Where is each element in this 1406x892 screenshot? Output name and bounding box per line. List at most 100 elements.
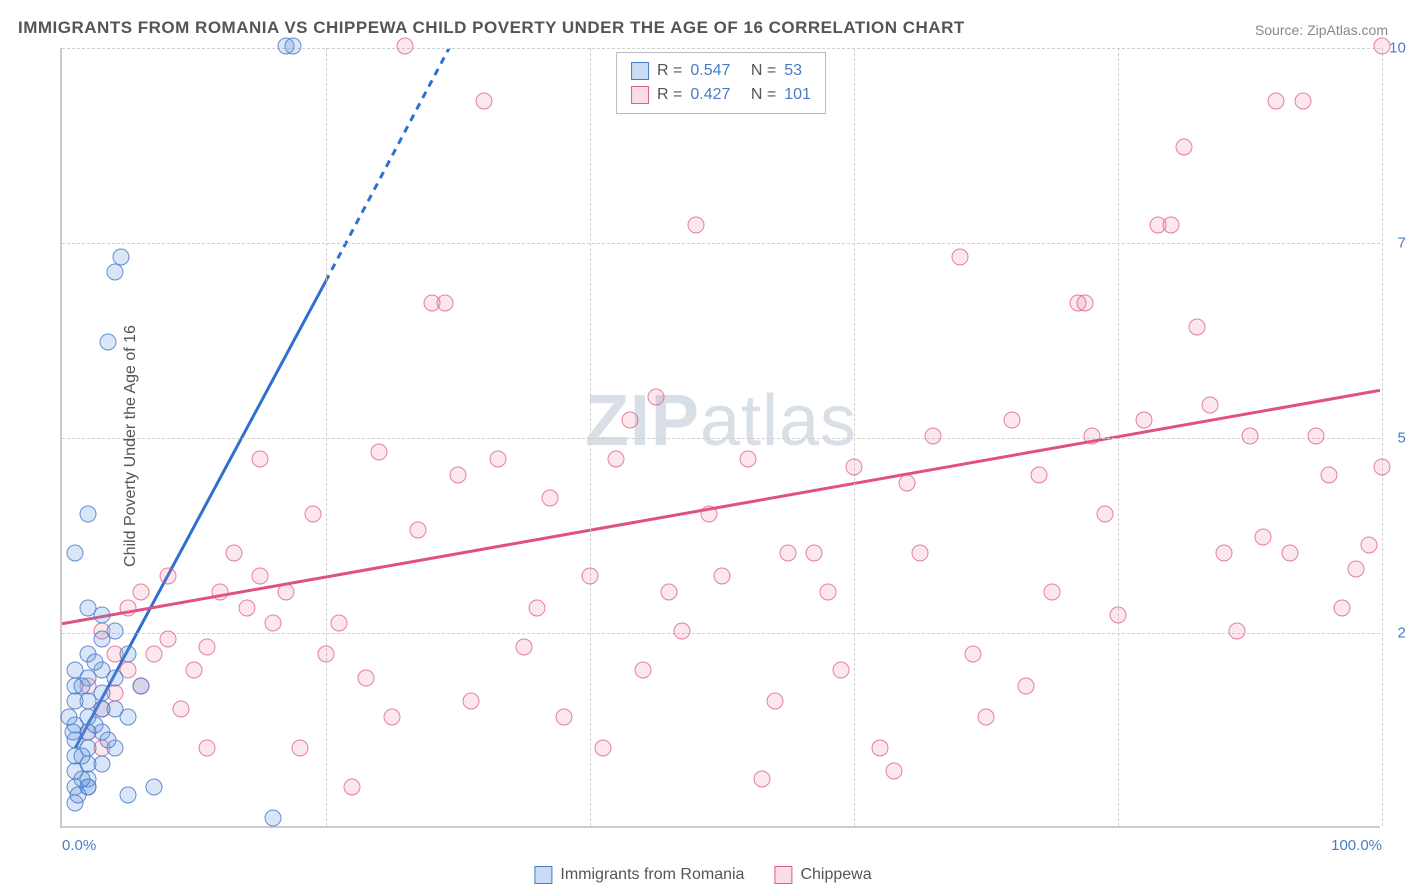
data-point-pink (753, 771, 770, 788)
data-point-blue (87, 654, 104, 671)
data-point-blue (93, 630, 110, 647)
data-point-pink (1242, 428, 1259, 445)
swatch-blue-icon (534, 866, 552, 884)
data-point-pink (1189, 318, 1206, 335)
data-point-pink (225, 545, 242, 562)
data-point-pink (595, 740, 612, 757)
data-point-pink (1255, 529, 1272, 546)
data-point-pink (252, 568, 269, 585)
r-value-blue: 0.547 (690, 59, 730, 83)
data-point-pink (766, 693, 783, 710)
data-point-pink (555, 708, 572, 725)
data-point-pink (1215, 545, 1232, 562)
data-point-pink (476, 92, 493, 109)
data-point-pink (199, 740, 216, 757)
data-point-pink (1110, 607, 1127, 624)
data-point-pink (318, 646, 335, 663)
watermark-atlas: atlas (700, 381, 857, 461)
data-point-pink (978, 708, 995, 725)
data-point-pink (1321, 467, 1338, 484)
data-point-pink (278, 584, 295, 601)
data-point-pink (925, 428, 942, 445)
data-point-pink (1268, 92, 1285, 109)
legend-label-romania: Immigrants from Romania (560, 866, 744, 884)
plot-area: ZIPatlas R = 0.547 N = 53 R = 0.427 N = … (60, 48, 1380, 828)
legend-item-chippewa: Chippewa (774, 866, 871, 884)
gridline-h (62, 48, 1380, 49)
data-point-blue (73, 771, 90, 788)
y-tick-label: 25.0% (1385, 625, 1406, 642)
gridline-h (62, 243, 1380, 244)
data-point-pink (648, 389, 665, 406)
n-label: N = (751, 59, 776, 83)
data-point-pink (436, 295, 453, 312)
data-point-pink (700, 506, 717, 523)
data-point-blue (100, 732, 117, 749)
data-point-pink (806, 545, 823, 562)
data-point-pink (687, 217, 704, 234)
data-point-blue (69, 786, 86, 803)
data-point-blue (87, 716, 104, 733)
y-tick-label: 75.0% (1385, 235, 1406, 252)
series-legend: Immigrants from Romania Chippewa (534, 866, 871, 884)
data-point-blue (73, 677, 90, 694)
legend-row-pink: R = 0.427 N = 101 (631, 83, 811, 107)
data-point-pink (1004, 412, 1021, 429)
r-label: R = (657, 59, 682, 83)
data-point-blue (67, 545, 84, 562)
data-point-pink (516, 638, 533, 655)
data-point-pink (1374, 38, 1391, 55)
data-point-pink (489, 451, 506, 468)
swatch-pink (631, 86, 649, 104)
data-point-pink (146, 646, 163, 663)
n-label: N = (751, 83, 776, 107)
data-point-pink (1202, 396, 1219, 413)
data-point-pink (304, 506, 321, 523)
data-point-blue (146, 779, 163, 796)
data-point-pink (898, 474, 915, 491)
data-point-blue (106, 701, 123, 718)
data-point-blue (80, 506, 97, 523)
data-point-pink (357, 669, 374, 686)
data-point-pink (463, 693, 480, 710)
data-point-pink (951, 248, 968, 265)
chart-title: IMMIGRANTS FROM ROMANIA VS CHIPPEWA CHIL… (18, 18, 965, 38)
data-point-blue (93, 685, 110, 702)
swatch-blue (631, 62, 649, 80)
data-point-pink (1374, 459, 1391, 476)
data-point-pink (1176, 139, 1193, 156)
data-point-blue (265, 810, 282, 827)
data-point-pink (872, 740, 889, 757)
source-attribution: Source: ZipAtlas.com (1255, 22, 1388, 38)
data-point-blue (113, 248, 130, 265)
data-point-pink (964, 646, 981, 663)
gridline-v (590, 48, 591, 826)
data-point-pink (186, 662, 203, 679)
data-point-pink (159, 568, 176, 585)
data-point-blue (285, 38, 302, 55)
data-point-pink (199, 638, 216, 655)
gridline-v (1118, 48, 1119, 826)
data-point-pink (674, 623, 691, 640)
gridline-v (1382, 48, 1383, 826)
data-point-pink (291, 740, 308, 757)
data-point-pink (912, 545, 929, 562)
data-point-pink (1281, 545, 1298, 562)
data-point-pink (780, 545, 797, 562)
correlation-legend: R = 0.547 N = 53 R = 0.427 N = 101 (616, 52, 826, 114)
data-point-pink (1017, 677, 1034, 694)
data-point-pink (410, 521, 427, 538)
data-point-pink (450, 467, 467, 484)
data-point-pink (714, 568, 731, 585)
data-point-pink (1334, 599, 1351, 616)
r-value-pink: 0.427 (690, 83, 730, 107)
data-point-pink (1096, 506, 1113, 523)
data-point-pink (1294, 92, 1311, 109)
gridline-v (854, 48, 855, 826)
y-tick-label: 50.0% (1385, 430, 1406, 447)
data-point-pink (133, 584, 150, 601)
data-point-pink (120, 599, 137, 616)
watermark-zip: ZIP (585, 381, 700, 461)
swatch-pink-icon (774, 866, 792, 884)
data-point-pink (331, 615, 348, 632)
